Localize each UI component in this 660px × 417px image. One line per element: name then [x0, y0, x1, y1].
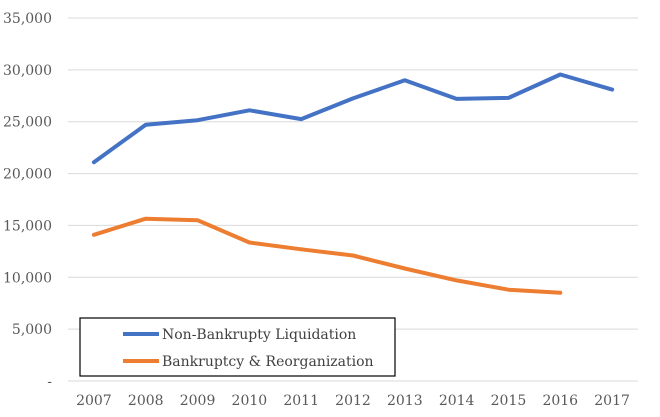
series-line-0 — [91, 72, 615, 165]
y-tick-label: 35,000 — [3, 11, 52, 27]
y-tick-label: 10,000 — [3, 270, 52, 286]
y-tick-label: 25,000 — [3, 115, 52, 131]
x-axis-ticks: 2007 2008 2009 2010 2011 2012 2013 2014 2015 2016… — [76, 393, 630, 409]
x-tick-label: 2014 — [439, 393, 475, 409]
series-lines — [91, 72, 615, 295]
legend-box — [79, 317, 396, 377]
legend-label-series-1: Bankruptcy & Reorganization — [162, 354, 374, 370]
y-tick-label: 15,000 — [3, 218, 52, 234]
x-tick-label: 2011 — [283, 393, 319, 409]
x-tick-label: 2010 — [232, 393, 268, 409]
y-tick-label: 20,000 — [3, 167, 52, 183]
x-tick-label: 2009 — [180, 393, 216, 409]
x-tick-label: 2016 — [542, 393, 578, 409]
legend-label-series-0: Non-Bankrupty Liquidation — [162, 327, 356, 343]
x-tick-label: 2017 — [594, 393, 630, 409]
x-tick-label: 2015 — [491, 393, 527, 409]
x-tick-label: 2012 — [335, 393, 371, 409]
x-tick-label: 2013 — [387, 393, 423, 409]
y-tick-label: - — [47, 374, 52, 390]
y-tick-label: 5,000 — [12, 322, 52, 338]
legend: Non-Bankrupty Liquidation Bankruptcy & R… — [79, 317, 396, 377]
y-axis-ticks: - 5,000 10,000 15,000 20,000 25,000 30,000 35,0… — [3, 11, 52, 390]
x-tick-label: 2007 — [76, 393, 112, 409]
y-tick-label: 30,000 — [3, 63, 52, 79]
series-line-1 — [91, 216, 563, 295]
x-tick-label: 2008 — [128, 393, 164, 409]
